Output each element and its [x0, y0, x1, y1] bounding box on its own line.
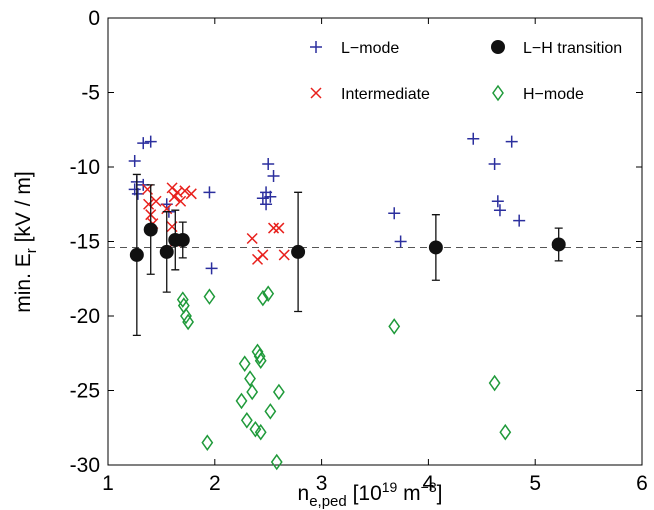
legend-swatch: [310, 41, 322, 53]
point: [179, 185, 191, 197]
point: [238, 355, 251, 372]
point: [143, 198, 155, 210]
point: [159, 244, 174, 259]
x-tick-label: 5: [529, 472, 541, 495]
y-axis-label: min. Er [kV / m]: [12, 171, 40, 313]
legend-item: H−mode: [492, 84, 584, 103]
legend-label: L−H transition: [523, 40, 622, 57]
point: [249, 420, 262, 438]
point: [201, 434, 214, 451]
x-tick-label: 3: [316, 472, 328, 495]
point: [499, 423, 512, 441]
x-tick-label: 1: [102, 472, 114, 495]
point: [150, 195, 162, 207]
point: [264, 403, 277, 420]
point: [182, 313, 195, 331]
point: [260, 198, 273, 211]
point: [270, 453, 283, 471]
legend-label: L−mode: [341, 40, 399, 57]
legend-swatch: [310, 87, 322, 99]
point: [256, 192, 269, 205]
x-axis-label: ne,ped [1019 m−3]: [298, 479, 443, 510]
point: [235, 392, 248, 410]
point: [129, 247, 144, 262]
point: [143, 222, 158, 237]
point: [428, 240, 443, 255]
point: [267, 169, 280, 182]
point: [513, 214, 526, 227]
point: [175, 195, 187, 207]
point: [551, 237, 566, 252]
point: [278, 249, 290, 261]
point: [272, 383, 285, 401]
point: [291, 244, 306, 259]
point: [244, 370, 256, 387]
point: [394, 235, 407, 248]
point: [268, 222, 280, 234]
legend-label: H−mode: [523, 86, 584, 103]
point: [388, 318, 401, 335]
legend-item: L−H transition: [491, 40, 622, 57]
point: [240, 412, 253, 429]
point: [253, 347, 266, 365]
legend-label: Intermediate: [341, 86, 430, 103]
point: [137, 137, 150, 150]
point: [128, 155, 141, 168]
point: [262, 285, 275, 302]
point: [257, 249, 269, 261]
point: [254, 423, 267, 441]
point: [264, 190, 277, 203]
point: [256, 289, 269, 307]
point: [176, 291, 189, 308]
y-tick-label: -20: [70, 305, 100, 328]
point: [273, 222, 285, 234]
point: [493, 204, 506, 217]
point: [262, 158, 275, 171]
point: [254, 352, 267, 369]
point: [388, 207, 401, 220]
y-tick-label: 0: [88, 7, 100, 30]
y-tick-label: -15: [70, 231, 100, 254]
point: [180, 307, 192, 325]
point: [488, 158, 501, 171]
point: [131, 187, 144, 200]
point: [205, 262, 218, 275]
legend-item: L−mode: [310, 40, 399, 57]
point: [467, 132, 480, 145]
legend-item: Intermediate: [310, 86, 430, 103]
point: [203, 186, 216, 199]
y-tick-label: -5: [81, 82, 100, 105]
point: [144, 135, 157, 148]
legend-swatch: [492, 84, 504, 102]
point: [175, 233, 190, 248]
legend-swatch: [491, 40, 505, 54]
point: [491, 195, 504, 208]
y-tick-label: -30: [70, 454, 100, 477]
point: [185, 188, 197, 200]
point: [505, 135, 518, 148]
y-tick-label: -10: [70, 156, 100, 179]
point: [488, 374, 501, 392]
point: [203, 288, 216, 305]
point: [246, 383, 259, 401]
x-tick-label: 4: [423, 472, 435, 495]
y-tick-label: -25: [70, 380, 100, 403]
x-tick-label: 2: [209, 472, 221, 495]
x-tick-label: 6: [636, 472, 648, 495]
point: [246, 232, 258, 245]
